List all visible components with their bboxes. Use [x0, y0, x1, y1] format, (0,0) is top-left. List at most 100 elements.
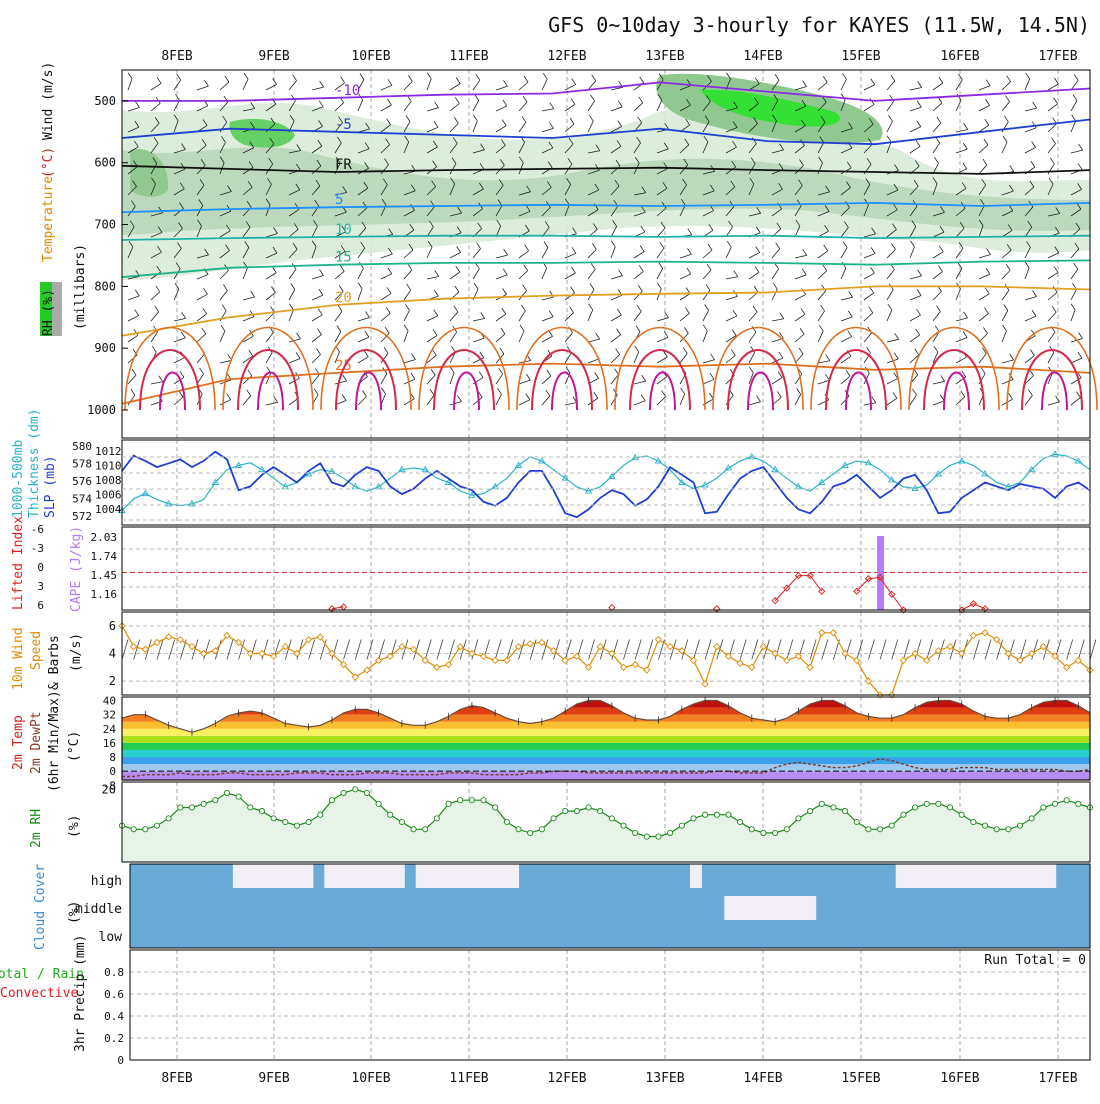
wind-barb-feather	[934, 325, 940, 332]
cloud-high-clear	[255, 864, 268, 888]
wind-barb-shaft	[932, 183, 938, 196]
wind-barb-feather	[318, 120, 323, 127]
rh-point	[783, 826, 790, 833]
wind-barb-shaft	[610, 354, 620, 364]
wind-barb-feather	[938, 265, 943, 272]
wind-barb-shaft	[679, 104, 691, 112]
slp-ylabel-slp: SLP (mb)	[43, 455, 58, 518]
wind-barb-shaft	[840, 336, 852, 343]
wind-barb-shaft	[1024, 147, 1036, 154]
wind-barb-feather	[684, 138, 690, 146]
wind-barb-feather	[476, 242, 481, 249]
wind-barb-feather	[434, 289, 439, 297]
w10-barb	[681, 639, 689, 660]
precip-tick: 0.6	[104, 988, 124, 1001]
cape-tick: 1.45	[91, 569, 118, 582]
wind-barb-feather	[179, 202, 184, 209]
wind-barb-shaft	[265, 372, 272, 385]
wind-barb-feather	[686, 267, 692, 275]
wind-barb-feather	[847, 310, 853, 318]
wind-barb-shaft	[357, 268, 364, 280]
wind-barb-feather	[756, 395, 761, 402]
wind-barb-shaft	[978, 273, 991, 280]
rh-point	[912, 804, 919, 811]
wind-barb-feather	[501, 307, 507, 315]
wind-barb-shaft	[311, 165, 322, 175]
rh-point	[165, 815, 172, 822]
wind-barb-shaft	[1001, 141, 1008, 154]
wind-barb-shaft	[196, 313, 207, 322]
wind-barb-feather	[754, 97, 759, 104]
wind-barb-feather	[429, 220, 434, 228]
wind-barb-feather	[156, 77, 162, 84]
rh-area	[122, 789, 1090, 862]
wind-barb-feather	[870, 78, 876, 85]
wind-barb-shaft	[311, 145, 323, 154]
wind-barb-shaft	[771, 357, 784, 364]
wind-barb-feather	[295, 352, 301, 359]
wind-barb-shaft	[541, 187, 552, 196]
wind-barb-feather	[773, 94, 779, 101]
rh-point	[200, 800, 207, 807]
wind-barb-feather	[892, 392, 898, 399]
wind-barb-shaft	[587, 249, 597, 259]
thickness-point	[421, 465, 430, 473]
cloud-high-clear	[370, 864, 382, 888]
cloud-high-clear	[324, 864, 337, 888]
wind-barb-feather	[844, 221, 849, 228]
wind-barb-feather	[386, 287, 392, 294]
wind-barb-shaft	[127, 354, 138, 364]
wind-barb-feather	[450, 177, 456, 185]
wind-barb-feather	[894, 333, 900, 340]
temp-band	[122, 728, 1090, 736]
cloud-high-clear	[998, 864, 1011, 888]
rh-point	[597, 808, 604, 815]
wind-barb-feather	[522, 95, 528, 103]
wind-barb-feather	[564, 198, 570, 206]
w10-point	[853, 656, 861, 665]
w10-point	[993, 636, 1001, 644]
wind-barb-shaft	[978, 225, 984, 238]
wind-barb-feather	[938, 76, 944, 84]
wind-barb-feather	[595, 332, 600, 340]
wind-barb-shaft	[311, 106, 324, 112]
wind-barb-shaft	[173, 188, 185, 196]
wind-barb-shaft	[932, 231, 945, 238]
wind-barb-shaft	[150, 143, 159, 154]
wind-barb-feather	[292, 243, 298, 250]
cloud-high-clear	[415, 864, 428, 888]
wind-barb-feather	[406, 283, 412, 291]
wind-barb-shaft	[863, 332, 873, 343]
wind-barb-shaft	[863, 104, 875, 112]
wind-barb-feather	[386, 118, 391, 126]
wind-barb-feather	[158, 375, 164, 382]
wind-barb-feather	[1026, 241, 1031, 248]
wind-barb-feather	[730, 180, 736, 188]
wind-barb-shaft	[403, 141, 410, 154]
wind-barb-shaft	[426, 186, 436, 196]
wind-barb-shaft	[633, 351, 640, 364]
wind-barb-shaft	[380, 164, 389, 175]
wind-barb-shaft	[748, 83, 760, 91]
thickness-point	[538, 457, 546, 464]
w10-barb	[623, 639, 630, 660]
wind-barb-feather	[661, 390, 666, 397]
cloud-high-clear	[918, 864, 931, 888]
wind-barb-shaft	[127, 374, 137, 385]
wind-barb-shaft	[1001, 330, 1007, 343]
cloud-high-clear	[267, 864, 280, 888]
wind-barb-feather	[890, 74, 896, 82]
wind-barb-shaft	[909, 314, 921, 322]
wind-barb-feather	[342, 374, 347, 382]
wind-barb-feather	[317, 308, 323, 316]
li-tick: 3	[37, 580, 44, 593]
rh-point	[468, 797, 475, 804]
wind-barb-shaft	[288, 248, 298, 259]
wind-barb-shaft	[564, 332, 573, 343]
wind-barb-shaft	[1047, 311, 1057, 322]
wind-barb-shaft	[794, 105, 807, 112]
wind-barb-feather	[134, 120, 140, 128]
w10-barb	[191, 639, 199, 660]
wind-barb-feather	[638, 285, 643, 292]
li-tick: 0	[37, 561, 44, 574]
